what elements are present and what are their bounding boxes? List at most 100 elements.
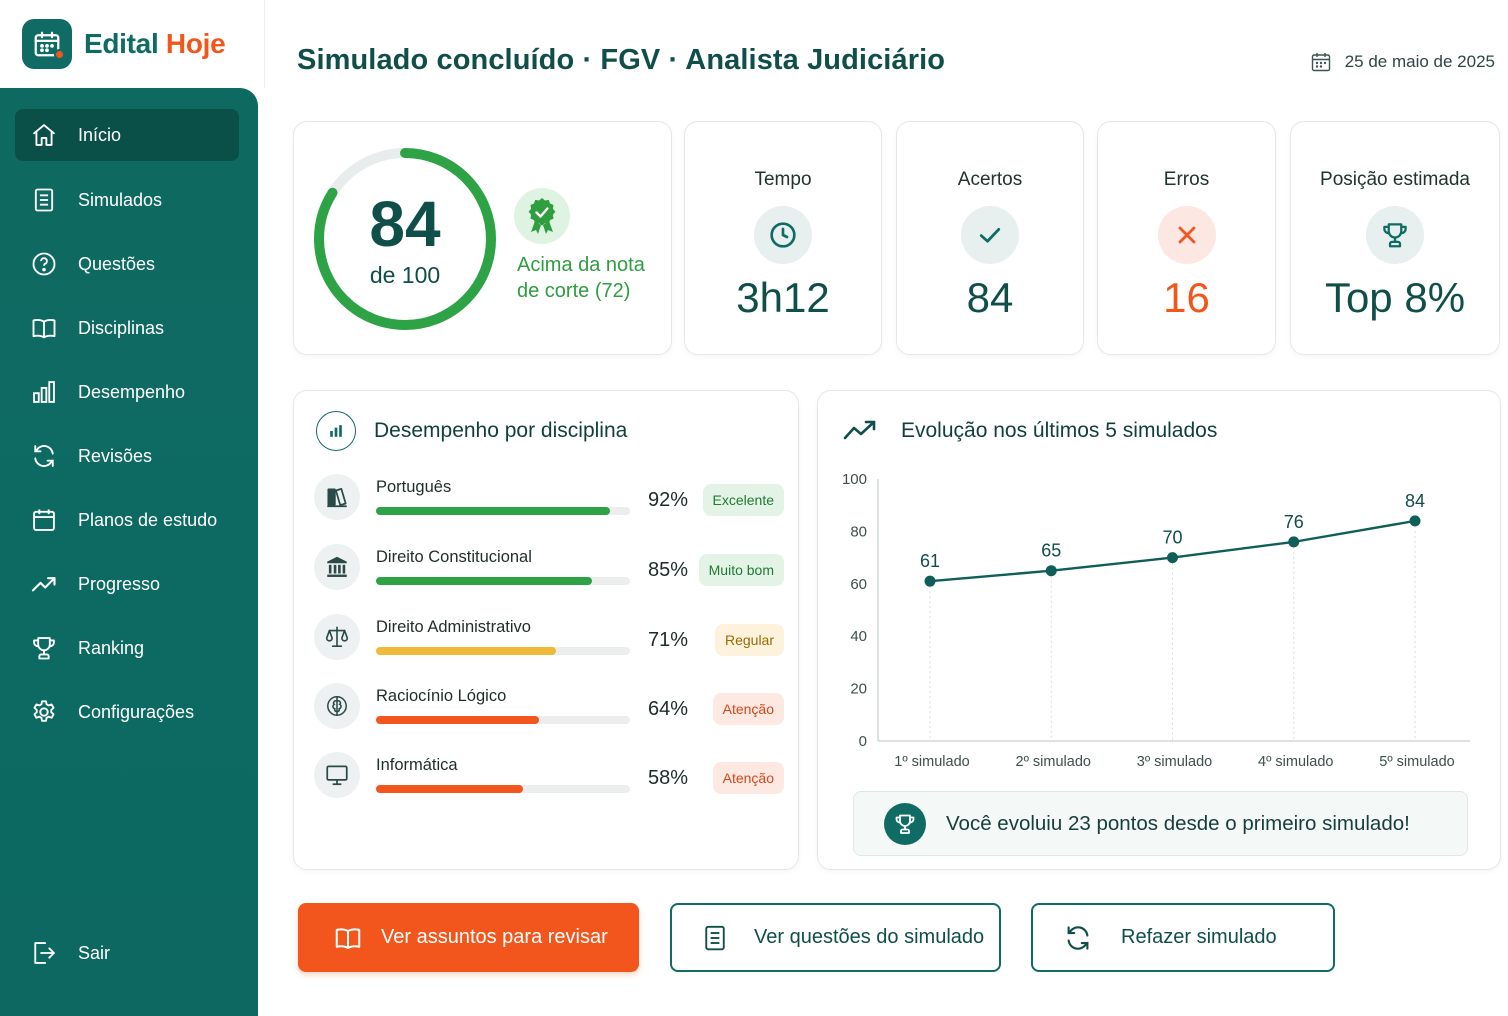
progress-track [376,577,630,585]
discipline-row[interactable]: Raciocínio Lógico 64% Atenção [314,682,784,732]
discipline-percent: 92% [648,489,689,511]
clock-icon [754,206,812,264]
brand-name-part2: Hoje [165,28,226,59]
monitor-icon [314,752,360,798]
score-scale: de 100 [369,262,441,288]
book-icon [335,927,361,949]
trophy-icon [1366,206,1424,264]
data-label: 61 [920,551,940,571]
date-text: 25 de maio de 2025 [1344,52,1495,71]
sidebar-item-disciplinas[interactable]: Disciplinas [15,302,239,354]
status-badge: Atenção [712,762,784,794]
scales-icon [314,614,360,660]
progress-fill [376,507,610,515]
refresh-icon [34,445,54,467]
sidebar-item-label: Revisões [78,445,153,466]
trend-icon [843,420,876,440]
discipline-row[interactable]: Português 92% Excelente [314,473,784,523]
sidebar-item-progresso[interactable]: Progresso [15,558,239,610]
redo-simulado-button[interactable]: Refazer simulado [1031,903,1335,972]
discipline-percent: 58% [648,767,689,789]
discipline-row[interactable]: Informática 58% Atenção [314,751,784,801]
courthouse-icon [314,544,360,590]
check-icon [961,206,1019,264]
sidebar-item-sair[interactable]: Sair [15,927,239,979]
x-icon [1157,206,1216,264]
sidebar-item-label: Início [78,124,122,145]
sidebar-item-label: Disciplinas [78,317,165,338]
sidebar-item-planos[interactable]: Planos de estudo [15,494,239,546]
data-label: 70 [1162,528,1182,548]
stat-value: Top 8% [1324,274,1466,321]
gear-icon [33,700,55,722]
evolution-banner: Você evoluiu 23 pontos desde o primeiro … [853,791,1468,856]
discipline-row[interactable]: Direito Constitucional 85% Muito bom [314,543,784,593]
sidebar-item-inicio[interactable]: Início [15,109,239,161]
sidebar-item-label: Questões [78,253,156,274]
stat-value: 16 [1163,274,1210,321]
trophy-icon [884,802,926,845]
sidebar-item-simulados[interactable]: Simulados [15,174,239,226]
stat-title: Tempo [754,169,812,190]
x-tick-label: 1º simulado [894,754,969,770]
sidebar-item-ranking[interactable]: Ranking [15,622,239,674]
bar-chart-icon [33,381,55,403]
progress-track [376,647,630,655]
brand-name-part1: Edital [84,28,159,59]
y-tick-label: 100 [842,471,867,488]
document-icon [705,925,725,950]
button-label: Ver assuntos para revisar [381,926,608,948]
progress-track [376,507,630,515]
stat-value: 84 [966,274,1014,321]
brain-icon [314,683,360,729]
stat-value: 3h12 [736,274,830,321]
x-tick-label: 5º simulado [1379,754,1454,770]
progress-fill [376,716,539,724]
status-badge: Regular [714,624,784,656]
stat-card-tempo: Tempo 3h12 [684,121,882,355]
sidebar-item-label: Desempenho [78,381,186,402]
sidebar-item-label: Sair [78,942,111,963]
score-gauge [314,148,496,330]
sidebar-item-desempenho[interactable]: Desempenho [15,366,239,418]
y-tick-label: 0 [859,733,867,750]
sidebar-item-questoes[interactable]: Questões [15,238,239,290]
discipline-row[interactable]: Direito Administrativo 71% Regular [314,613,784,663]
sidebar-item-label: Simulados [78,189,163,210]
sidebar-item-configuracoes[interactable]: Configurações [15,686,239,738]
sidebar-item-label: Progresso [78,573,161,594]
panel-title: Desempenho por disciplina [374,419,628,442]
review-topics-button[interactable]: Ver assuntos para revisar [298,903,639,972]
brand[interactable]: Edital Hoje [0,0,264,88]
discipline-percent: 64% [648,698,689,720]
stat-title: Posição estimada [1320,169,1470,190]
brand-name: Edital Hoje [84,28,226,60]
status-badge: Atenção [712,693,784,725]
date-display: 25 de maio de 2025 [1309,50,1495,74]
data-label: 65 [1041,541,1061,561]
view-questions-button[interactable]: Ver questões do simulado [670,903,1001,972]
sidebar-item-revisoes[interactable]: Revisões [15,430,239,482]
trend-icon [31,577,56,592]
y-tick-label: 20 [850,681,867,698]
evolution-panel: Evolução nos últimos 5 simulados 0 20 40 60… [817,390,1501,870]
sidebar-item-label: Configurações [78,701,195,722]
cutoff-note: Acima da nota de corte (72) [517,254,645,302]
y-tick-label: 60 [850,576,867,593]
evolution-line-chart: 0 20 40 60 80 100 1º simulado 2º simulado 3º sim… [842,471,1470,770]
data-label: 76 [1284,512,1304,532]
refresh-icon [1067,925,1089,950]
page-title: Simulado concluído · FGV · Analista Judi… [297,44,946,76]
discipline-name: Direito Constitucional [376,548,532,566]
stat-title: Acertos [957,169,1023,190]
button-label: Refazer simulado [1121,926,1277,948]
disciplines-panel: Desempenho por disciplina Português 92% … [293,390,799,870]
progress-fill [376,577,592,585]
panel-title: Evolução nos últimos 5 simulados [901,419,1218,442]
stat-card-posicao: Posição estimada Top 8% [1290,121,1500,355]
progress-track [376,716,630,724]
discipline-name: Raciocínio Lógico [376,687,507,705]
score-value: 84 [369,188,441,260]
brand-divider [264,0,265,88]
sidebar-item-label: Ranking [78,637,145,658]
